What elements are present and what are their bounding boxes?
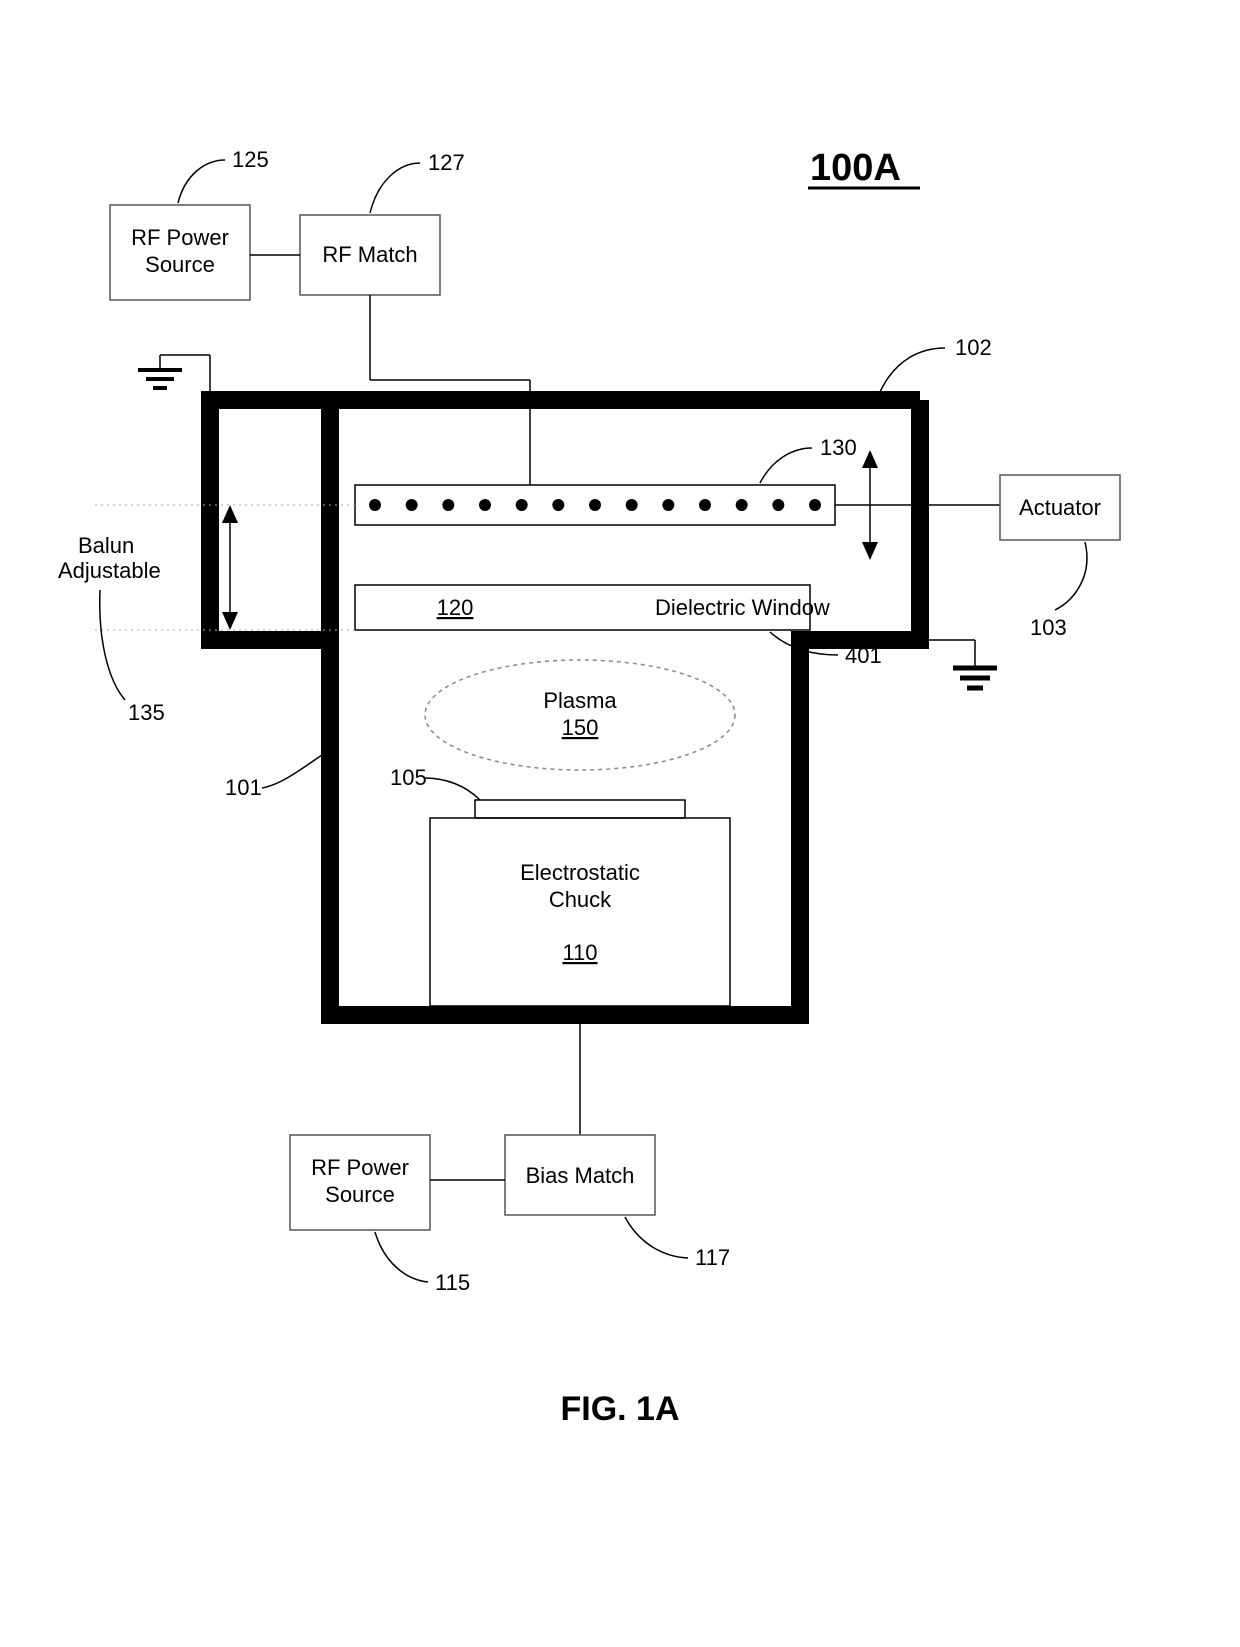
ref-115: 115 [435, 1270, 470, 1295]
balun-label-1: Balun [78, 533, 134, 558]
dielectric-window-label: Dielectric Window [655, 595, 830, 620]
antenna-dot [442, 499, 454, 511]
leader-125 [178, 160, 225, 203]
balun-label-2: Adjustable [58, 558, 161, 583]
ref-130: 130 [820, 435, 857, 460]
ground-symbol-left [138, 370, 182, 388]
ref-103: 103 [1030, 615, 1067, 640]
leader-135 [100, 590, 125, 700]
chuck-num: 110 [562, 940, 597, 965]
rf-power-source-top-label-1: RF Power [131, 225, 229, 250]
ref-125: 125 [232, 147, 269, 172]
antenna-dot [369, 499, 381, 511]
ground-symbol-right [953, 668, 997, 688]
wafer-105 [475, 800, 685, 818]
balun-arrow [222, 505, 238, 630]
ref-102: 102 [955, 335, 992, 360]
chuck-box [430, 818, 730, 1006]
ref-105: 105 [390, 765, 427, 790]
plasma-label: Plasma [543, 688, 617, 713]
rf-match-label: RF Match [322, 242, 417, 267]
chuck-label-2: Chuck [549, 887, 612, 912]
rf-power-source-bot-label-1: RF Power [311, 1155, 409, 1180]
antenna-dot [736, 499, 748, 511]
antenna-dot [589, 499, 601, 511]
leader-105 [425, 778, 480, 800]
leader-127 [370, 163, 420, 213]
ref-127: 127 [428, 150, 465, 175]
antenna-dot [516, 499, 528, 511]
antenna-dot [626, 499, 638, 511]
plasma-num: 150 [562, 715, 599, 740]
rf-power-source-top-label-2: Source [145, 252, 215, 277]
antenna-dot [662, 499, 674, 511]
antenna-dot [552, 499, 564, 511]
ref-401: 401 [845, 643, 882, 668]
bias-match-label: Bias Match [526, 1163, 635, 1188]
chuck-label-1: Electrostatic [520, 860, 640, 885]
antenna-dots [369, 499, 821, 511]
leader-117 [625, 1217, 688, 1258]
antenna-dot [809, 499, 821, 511]
dielectric-num: 120 [437, 595, 474, 620]
antenna-dot [406, 499, 418, 511]
ref-135: 135 [128, 700, 165, 725]
figure-label: FIG. 1A [560, 1390, 679, 1428]
leader-115 [375, 1232, 428, 1282]
leader-103 [1055, 542, 1087, 610]
rf-power-source-bot-label-2: Source [325, 1182, 395, 1207]
antenna-dot [772, 499, 784, 511]
ref-101: 101 [225, 775, 262, 800]
main-ref: 100A [810, 147, 901, 189]
antenna-dot [699, 499, 711, 511]
leader-102 [880, 348, 945, 392]
antenna-dot [479, 499, 491, 511]
actuator-label: Actuator [1019, 495, 1101, 520]
ref-117: 117 [695, 1245, 730, 1270]
leader-130 [760, 448, 812, 483]
leader-101 [262, 755, 322, 788]
